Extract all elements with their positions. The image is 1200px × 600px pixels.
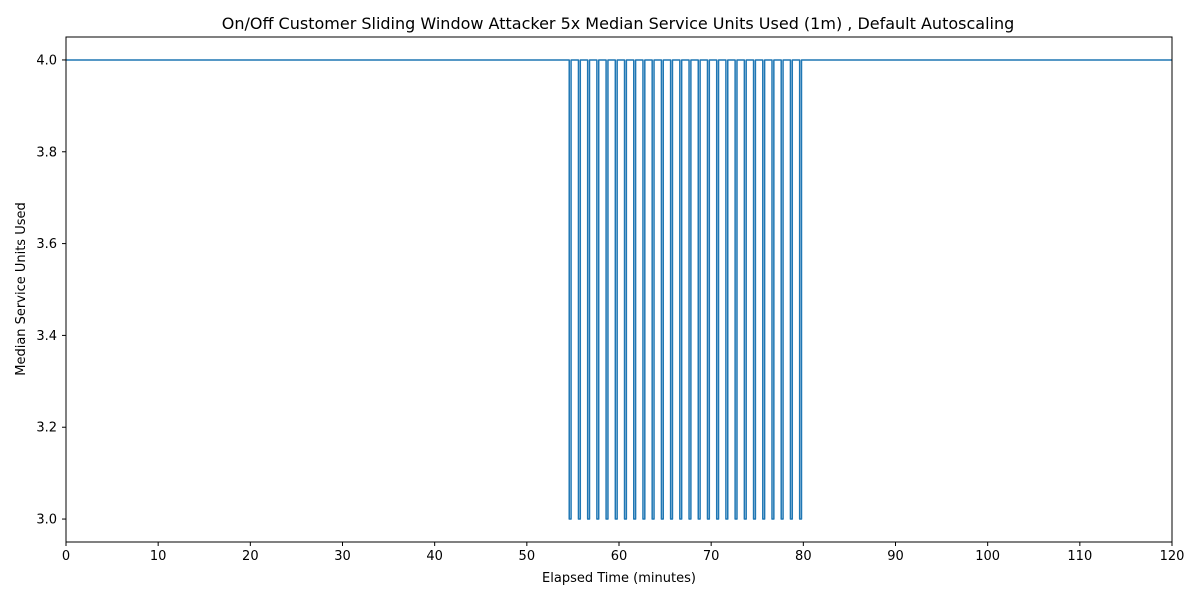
x-tick-label: 0 (62, 549, 70, 564)
y-tick-label: 4.0 (36, 53, 57, 68)
x-tick-label: 20 (242, 549, 259, 564)
y-tick-label: 3.2 (36, 421, 57, 436)
x-tick-label: 70 (703, 549, 720, 564)
y-tick-label: 3.6 (36, 237, 57, 252)
x-tick-label: 100 (975, 549, 1000, 564)
x-tick-label: 10 (150, 549, 167, 564)
x-tick-label: 80 (795, 549, 812, 564)
x-tick-label: 40 (426, 549, 443, 564)
x-tick-label: 120 (1160, 549, 1185, 564)
x-tick-label: 50 (519, 549, 536, 564)
x-tick-label: 30 (334, 549, 351, 564)
y-tick-label: 3.8 (36, 145, 57, 160)
y-tick-label: 3.0 (36, 513, 57, 528)
chart-title: On/Off Customer Sliding Window Attacker … (222, 14, 1015, 33)
x-tick-label: 60 (611, 549, 628, 564)
series-line-0 (66, 59, 1172, 520)
x-axis-label: Elapsed Time (minutes) (542, 571, 696, 586)
y-tick-label: 3.4 (36, 329, 57, 344)
y-axis-label: Median Service Units Used (14, 202, 29, 376)
plot-area: 0 10 20 30 40 50 60 70 80 90 100 110 120 3.0 3.2 3.4 3.6… (36, 36, 1185, 564)
x-tick-label: 90 (887, 549, 904, 564)
x-tick-label: 110 (1067, 549, 1092, 564)
